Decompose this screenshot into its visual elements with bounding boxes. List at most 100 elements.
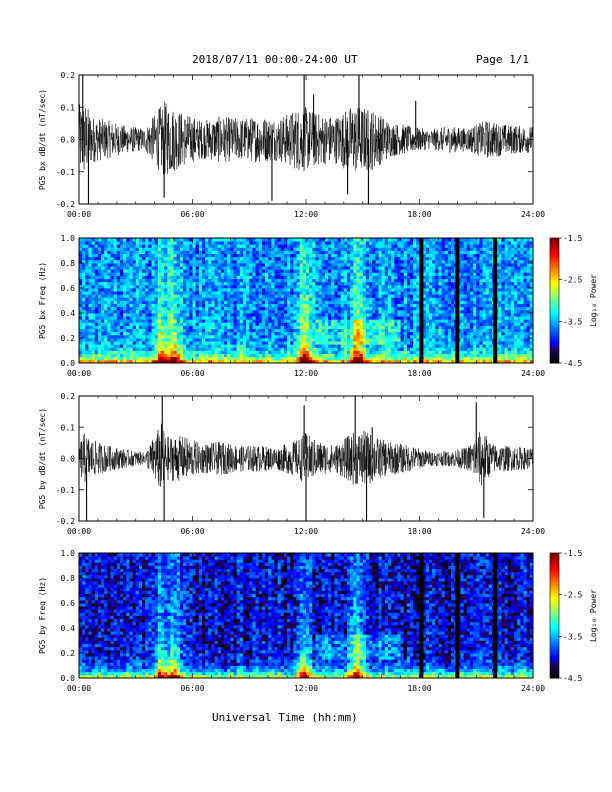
spectrogram-cell bbox=[391, 256, 395, 261]
spectrogram-cell bbox=[312, 328, 316, 333]
spectrogram-cell bbox=[249, 269, 253, 273]
spectrogram-cell bbox=[236, 325, 241, 330]
spectrogram-cell bbox=[277, 344, 282, 348]
spectrogram-cell bbox=[356, 275, 360, 280]
spectrogram-cell bbox=[268, 269, 272, 273]
spectrogram-cell bbox=[142, 347, 146, 351]
spectrogram-cell bbox=[406, 272, 411, 276]
spectrogram-cell bbox=[315, 272, 320, 276]
spectrogram-cell bbox=[318, 316, 323, 320]
spectrogram-cell bbox=[104, 250, 108, 255]
spectrogram-cell bbox=[173, 328, 178, 333]
spectrogram-cell bbox=[328, 278, 332, 283]
spectrogram-cell bbox=[198, 241, 203, 245]
spectrogram-cell bbox=[233, 350, 238, 355]
spectrogram-cell bbox=[274, 319, 279, 323]
spectrogram-cell bbox=[422, 309, 427, 314]
spectrogram-cell bbox=[230, 344, 234, 348]
spectrogram-cell bbox=[353, 313, 357, 317]
spectrogram-cell bbox=[268, 325, 272, 330]
spectrogram-cell bbox=[318, 300, 323, 305]
spectrogram-cell bbox=[387, 269, 392, 273]
spectrogram-cell bbox=[350, 350, 354, 355]
spectrogram-cell bbox=[403, 253, 408, 258]
spectrogram-cell bbox=[268, 256, 272, 261]
spectrogram-cell bbox=[293, 250, 297, 255]
spectrogram-cell bbox=[148, 322, 152, 326]
spectrogram-cell bbox=[337, 347, 342, 351]
spectrogram-cell bbox=[145, 316, 149, 320]
spectrogram-cell bbox=[201, 306, 206, 311]
spectrogram-cell bbox=[403, 300, 408, 305]
spectrogram-cell bbox=[362, 291, 367, 295]
spectrogram-cell bbox=[249, 325, 253, 330]
spectrogram-cell bbox=[283, 272, 288, 276]
spectrogram-cell bbox=[413, 331, 417, 336]
spectrogram-cell bbox=[217, 353, 222, 358]
spectrogram-cell bbox=[164, 259, 168, 264]
spectrogram-cell bbox=[151, 316, 156, 320]
spectrogram-cell bbox=[227, 325, 231, 330]
spectrogram-cell bbox=[280, 331, 285, 336]
spectrogram-cell bbox=[306, 325, 310, 330]
spectrogram-cell bbox=[195, 306, 200, 311]
spectrogram-cell bbox=[97, 338, 102, 342]
spectrogram-cell bbox=[195, 356, 200, 361]
spectrogram-cell bbox=[249, 281, 253, 286]
spectrogram-cell bbox=[132, 350, 137, 355]
spectrogram-cell bbox=[151, 344, 156, 348]
spectrogram-cell bbox=[189, 306, 193, 311]
spectrogram-cell bbox=[391, 263, 395, 267]
spectrogram-cell bbox=[173, 331, 178, 336]
spectrogram-cell bbox=[397, 256, 401, 261]
spectrogram-cell bbox=[334, 294, 338, 298]
spectrogram-cell bbox=[381, 331, 386, 336]
spectrogram-cell bbox=[129, 272, 133, 276]
spectrogram-cell bbox=[359, 297, 364, 301]
spectrogram-cell bbox=[460, 341, 465, 345]
spectrogram-cell bbox=[179, 291, 184, 295]
spectrogram-cell bbox=[261, 322, 266, 326]
spectrogram-cell bbox=[378, 256, 383, 261]
spectrogram-cell bbox=[337, 341, 342, 345]
spectrogram-cell bbox=[265, 359, 269, 364]
spectrogram-cell bbox=[444, 328, 449, 333]
spectrogram-cell bbox=[422, 316, 427, 320]
spectrogram-cell bbox=[274, 259, 279, 264]
spectrogram-cell bbox=[258, 256, 263, 261]
spectrogram-cell bbox=[277, 359, 282, 364]
spectrogram-cell bbox=[220, 244, 225, 248]
spectrogram-cell bbox=[176, 272, 181, 276]
spectrogram-cell bbox=[132, 300, 137, 305]
spectrogram-cell bbox=[441, 238, 446, 242]
spectrogram-cell bbox=[189, 338, 193, 342]
spectrogram-cell bbox=[384, 325, 389, 330]
spectrogram-cell bbox=[123, 328, 127, 333]
spectrogram-cell bbox=[346, 316, 351, 320]
spectrogram-cell bbox=[176, 269, 181, 273]
spectrogram-cell bbox=[198, 288, 203, 292]
spectrogram-cell bbox=[375, 266, 379, 270]
spectrogram-cell bbox=[444, 241, 449, 245]
spectrogram-cell bbox=[230, 303, 234, 308]
spectrogram-cell bbox=[318, 325, 323, 330]
spectrogram-cell bbox=[113, 281, 118, 286]
spectrogram-cell bbox=[85, 303, 89, 308]
spectrogram-cell bbox=[198, 325, 203, 330]
spectrogram-cell bbox=[268, 278, 272, 283]
spectrogram-cell bbox=[315, 250, 320, 255]
spectrogram-cell bbox=[261, 284, 266, 289]
spectrogram-cell bbox=[334, 291, 338, 295]
spectrogram-cell bbox=[321, 341, 326, 345]
spectrogram-cell bbox=[195, 344, 200, 348]
spectrogram-cell bbox=[208, 294, 212, 298]
spectrogram-cell bbox=[119, 247, 124, 251]
spectrogram-cell bbox=[246, 300, 250, 305]
spectrogram-cell bbox=[302, 281, 307, 286]
spectrogram-cell bbox=[378, 328, 383, 333]
spectrogram-cell bbox=[422, 278, 427, 283]
spectrogram-cell bbox=[438, 275, 442, 280]
spectrogram-cell bbox=[211, 306, 215, 311]
spectrogram-cell bbox=[145, 259, 149, 264]
spectrogram-cell bbox=[425, 291, 430, 295]
